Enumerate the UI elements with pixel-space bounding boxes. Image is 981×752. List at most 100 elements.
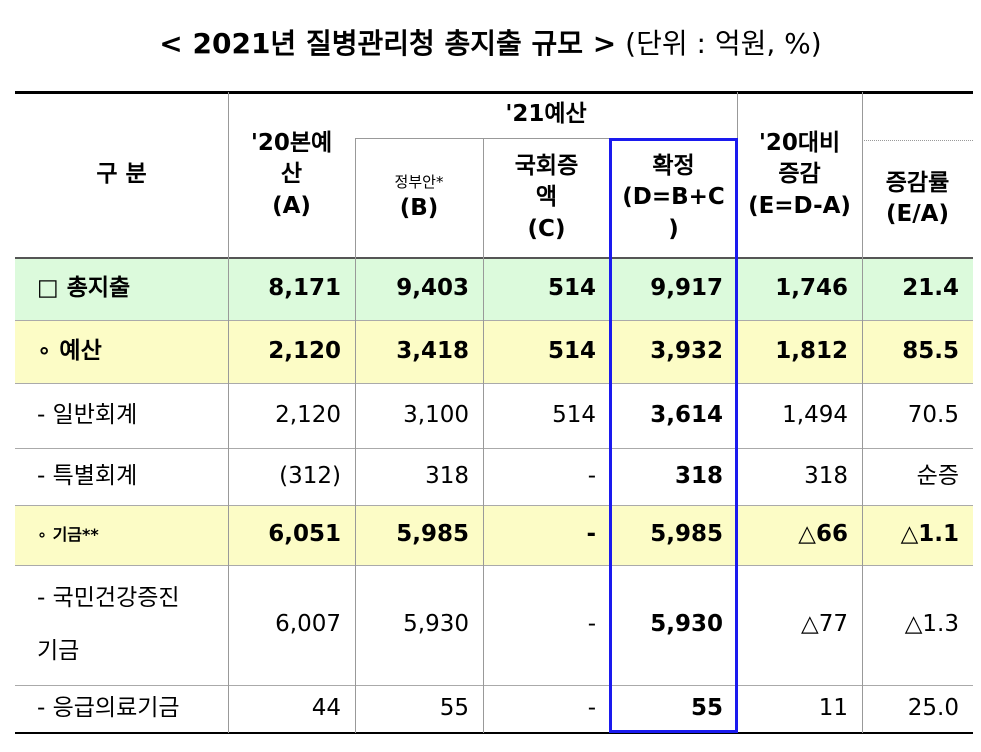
cell-text: 514 xyxy=(547,337,596,364)
cell: 318 xyxy=(355,448,483,505)
cell-text: - xyxy=(587,695,596,722)
cell-text: 순증 xyxy=(916,462,959,489)
cell-text: - xyxy=(586,521,596,548)
cell: 25.0 xyxy=(862,685,973,733)
cell-text: 318 xyxy=(674,462,723,489)
cell: - xyxy=(483,448,610,505)
cell-text: ∘ 기금** xyxy=(37,525,99,545)
cell-text: △66 xyxy=(798,521,848,548)
cell-text: (A) xyxy=(272,192,311,219)
col-line xyxy=(483,138,484,733)
cell: 국회증 액 (C) xyxy=(483,138,610,258)
cell: 318 xyxy=(610,448,737,505)
col-line xyxy=(355,138,356,733)
cell: (312) xyxy=(228,448,355,505)
cell-text: (E=D-A) xyxy=(748,192,851,219)
cell: 6,007 xyxy=(228,565,355,685)
cell: ∘ 예산 xyxy=(15,320,228,383)
row-line xyxy=(15,320,973,321)
cell: 5,985 xyxy=(355,505,483,565)
cell-text: 6,007 xyxy=(275,611,341,638)
cell-text: (E/A) xyxy=(886,201,949,227)
cell-text: 1,812 xyxy=(775,337,848,364)
row-bg xyxy=(15,258,973,320)
cell-text: (312) xyxy=(279,462,341,489)
cell-text: 85.5 xyxy=(902,337,959,364)
cell-text: 5,985 xyxy=(650,521,723,548)
cell-text: 11 xyxy=(818,695,848,722)
cell-text: 9,403 xyxy=(396,275,469,302)
cell-text: △77 xyxy=(801,611,848,638)
cell-text: 3,100 xyxy=(403,401,469,428)
cell: 70.5 xyxy=(862,383,973,448)
cell-text: - xyxy=(587,611,596,638)
cell-text: - 일반회계 xyxy=(37,401,138,428)
cell-text: 25.0 xyxy=(907,695,959,722)
cell-text: 증감률 xyxy=(885,169,950,196)
cell-text: 21.4 xyxy=(902,275,959,302)
cell-text: - 특별회계 xyxy=(37,462,138,489)
cell-text: 구 분 xyxy=(96,161,147,188)
cell: 55 xyxy=(610,685,737,733)
cell: 5,930 xyxy=(610,565,737,685)
cell: - 응급의료기금 xyxy=(15,685,228,733)
cell: - 국민건강증진 기금 xyxy=(15,565,228,685)
row-bg xyxy=(15,505,973,565)
cell-text: 70.5 xyxy=(907,401,959,428)
cell-text: 3,418 xyxy=(396,337,469,364)
col-line xyxy=(228,92,229,733)
cell-text: 5,930 xyxy=(403,611,469,638)
title: < 2021년 질병관리청 총지출 규모 > xyxy=(159,27,617,60)
cell: △77 xyxy=(737,565,862,685)
cell: 55 xyxy=(355,685,483,733)
cell-text: 산 xyxy=(280,161,303,188)
cell: '20대비 증감 (E=D-A) xyxy=(737,92,862,258)
cell-text: 5,930 xyxy=(650,611,723,638)
cell: 순증 xyxy=(862,448,973,505)
cell-text: 5,985 xyxy=(396,521,469,548)
cell-text: 3,932 xyxy=(650,337,723,364)
cell: - xyxy=(483,685,610,733)
cell-text: '20대비 xyxy=(758,130,841,157)
top-border xyxy=(15,91,973,94)
cell: 확정 (D=B+C) xyxy=(610,138,737,258)
cell-text: 55 xyxy=(690,695,723,722)
cell: △1.1 xyxy=(862,505,973,565)
unit: (단위 : 억원, %) xyxy=(625,27,822,60)
highlight-box xyxy=(609,138,738,733)
title-row: < 2021년 질병관리청 총지출 규모 > (단위 : 억원, %) xyxy=(0,22,981,62)
cell: 2,120 xyxy=(228,320,355,383)
cell: 1,746 xyxy=(737,258,862,320)
cell: 1,494 xyxy=(737,383,862,448)
cell: 구 분 xyxy=(15,92,228,258)
cell: 85.5 xyxy=(862,320,973,383)
cell-text: △1.1 xyxy=(900,521,959,548)
cell: 8,171 xyxy=(228,258,355,320)
row-bg xyxy=(15,320,973,383)
cell: 5,930 xyxy=(355,565,483,685)
row-line xyxy=(15,565,973,566)
cell: - xyxy=(483,565,610,685)
cell-text: 기금 xyxy=(37,638,80,664)
row-line xyxy=(15,685,973,686)
cell: '20본예 산 (A) xyxy=(228,92,355,258)
cell: ∘ 기금** xyxy=(15,505,228,565)
col-line xyxy=(862,92,863,733)
cell-text: 44 xyxy=(311,695,341,722)
sub-header-line xyxy=(355,138,737,139)
cell: 3,100 xyxy=(355,383,483,448)
cell-text: ) xyxy=(668,215,679,242)
cell-text: 9,917 xyxy=(650,275,723,302)
cell-text: - 응급의료기금 xyxy=(37,695,180,722)
cell-text: △1.3 xyxy=(904,611,959,638)
header-border xyxy=(15,257,973,259)
cell: 514 xyxy=(483,258,610,320)
cell-text: (C) xyxy=(527,215,566,242)
cell: 44 xyxy=(228,685,355,733)
cell: □ 총지출 xyxy=(15,258,228,320)
cell-text: 514 xyxy=(552,401,596,428)
cell: - xyxy=(483,505,610,565)
cell-text: 318 xyxy=(425,462,469,489)
cell-text: 액 xyxy=(535,184,558,211)
cell: 3,418 xyxy=(355,320,483,383)
